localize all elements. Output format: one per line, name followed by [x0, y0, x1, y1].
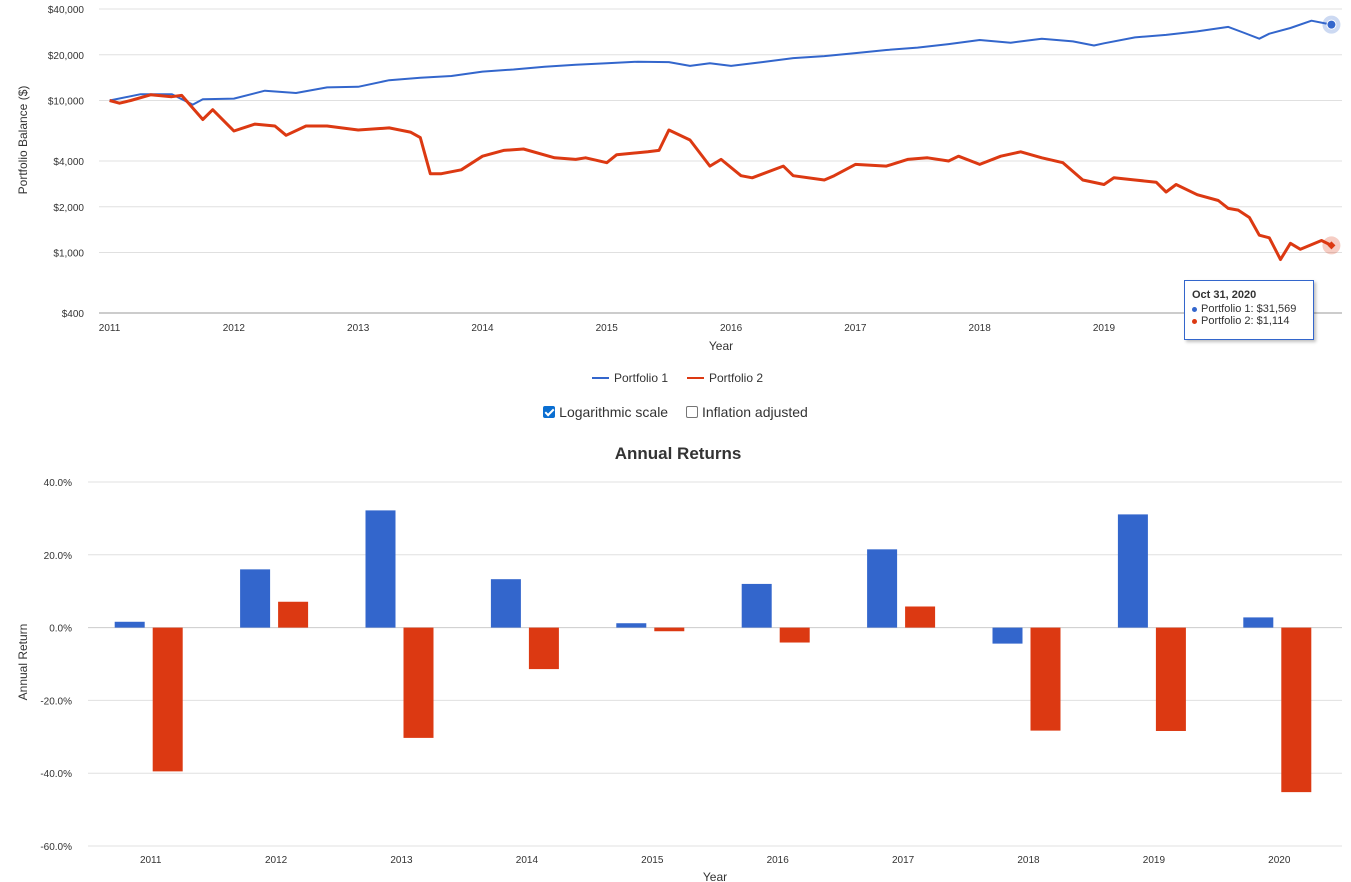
- y-tick-label: $10,000: [48, 97, 85, 108]
- tooltip-date: Oct 31, 2020: [1192, 289, 1257, 301]
- tooltip-row-portfolio-2: Portfolio 2: $1,114: [1192, 315, 1306, 327]
- y-tick-label: $20,000: [48, 51, 85, 62]
- bar-portfolio-1-2013: [365, 510, 396, 628]
- x-axis-title: Year: [709, 339, 733, 353]
- y-tick-label: $1,000: [53, 249, 84, 260]
- x-tick-label: 2012: [265, 855, 288, 866]
- y-tick-label: -60.0%: [40, 842, 72, 853]
- x-tick-label: 2011: [99, 323, 121, 334]
- annual-returns-chart: Annual Returns 40.0% 20.0% 0.0% -20.0% -40.0%…: [16, 444, 1342, 882]
- x-tick-label: 2014: [471, 323, 494, 334]
- x-tick-label: 2012: [223, 323, 246, 334]
- x-tick-label: 2014: [516, 855, 539, 866]
- x-tick-label: 2018: [1017, 855, 1040, 866]
- tooltip-row-portfolio-1: Portfolio 1: $31,569: [1192, 303, 1306, 315]
- y-tick-label: $40,000: [48, 5, 85, 16]
- chart-tooltip: Oct 31, 2020 Portfolio 1: $31,569 Portfo…: [1184, 280, 1314, 340]
- bar-portfolio-2-2014: [528, 627, 559, 670]
- x-axis-title: Year: [703, 870, 727, 882]
- x-tick-label: 2013: [347, 323, 370, 334]
- bar-portfolio-1-2014: [490, 579, 521, 628]
- y-tick-label: $4,000: [53, 157, 84, 168]
- bar-portfolio-1-2012: [240, 569, 271, 628]
- x-tick-label: 2017: [892, 855, 915, 866]
- y-tick-label: 0.0%: [49, 624, 72, 635]
- x-tick-label: 2016: [720, 323, 743, 334]
- bar-portfolio-2-2012: [278, 601, 309, 628]
- x-tick-label: 2015: [596, 323, 619, 334]
- x-tick-label: 2020: [1268, 855, 1291, 866]
- y-tick-label: 20.0%: [44, 551, 72, 562]
- x-tick-label: 2019: [1143, 855, 1166, 866]
- y-axis-title: Annual Return: [16, 624, 30, 701]
- series-line-2: [109, 93, 1333, 261]
- hover-point: [1326, 19, 1337, 30]
- inflation-label: Inflation adjusted: [701, 404, 808, 420]
- bar-portfolio-1-2018: [992, 627, 1023, 644]
- tooltip-value-portfolio-1: Portfolio 1: $31,569: [1201, 303, 1297, 315]
- series-line-1: [109, 19, 1332, 106]
- inflation-toggle[interactable]: Inflation adjusted: [685, 404, 808, 420]
- chart-options: Logarithmic scale Inflation adjusted: [0, 404, 1351, 421]
- y-tick-label: $400: [62, 309, 85, 320]
- x-tick-label: 2018: [969, 323, 992, 334]
- bar-portfolio-1-2017: [867, 549, 898, 628]
- y-tick-label: -40.0%: [40, 769, 72, 780]
- bar-portfolio-1-2015: [616, 623, 647, 628]
- y-tick-label: -20.0%: [40, 696, 72, 707]
- log-scale-checkbox[interactable]: [543, 406, 556, 418]
- bar-portfolio-2-2017: [905, 606, 936, 628]
- legend-label-portfolio-1: Portfolio 1: [614, 371, 668, 385]
- tooltip-dot-icon: [1192, 318, 1197, 324]
- inflation-checkbox[interactable]: [685, 406, 698, 418]
- portfolio-growth-chart: $400 $1,000 $2,000 $4,000 $10,000 $20,000 $40,…: [16, 5, 1342, 385]
- bar-portfolio-2-2016: [779, 627, 810, 643]
- bar-portfolio-2-2011: [152, 627, 183, 772]
- x-tick-label: 2019: [1093, 323, 1116, 334]
- x-tick-label: 2011: [140, 855, 162, 866]
- bar-portfolio-2-2019: [1155, 627, 1186, 731]
- bar-portfolio-2-2020: [1281, 627, 1312, 793]
- x-tick-label: 2015: [641, 855, 664, 866]
- x-tick-label: 2016: [767, 855, 790, 866]
- y-axis-title: Portfolio Balance ($): [16, 86, 30, 195]
- hover-point: [1327, 241, 1336, 250]
- log-scale-toggle[interactable]: Logarithmic scale: [543, 404, 668, 420]
- bar-portfolio-1-2011: [114, 621, 145, 628]
- bar-portfolio-2-2018: [1030, 627, 1061, 731]
- tooltip-value-portfolio-2: Portfolio 2: $1,114: [1201, 315, 1290, 327]
- bar-portfolio-1-2020: [1243, 617, 1274, 628]
- bar-portfolio-1-2019: [1117, 514, 1148, 628]
- y-tick-label: $2,000: [53, 203, 84, 214]
- bar-portfolio-2-2013: [403, 627, 434, 738]
- legend-label-portfolio-2: Portfolio 2: [709, 371, 763, 385]
- bar-chart-title: Annual Returns: [615, 444, 742, 463]
- log-scale-label: Logarithmic scale: [559, 404, 669, 420]
- y-tick-label: 40.0%: [44, 478, 72, 489]
- x-tick-label: 2013: [390, 855, 413, 866]
- bar-portfolio-2-2015: [654, 627, 685, 632]
- tooltip-dot-icon: [1192, 306, 1197, 312]
- bar-portfolio-1-2016: [741, 583, 772, 628]
- x-tick-label: 2017: [844, 323, 867, 334]
